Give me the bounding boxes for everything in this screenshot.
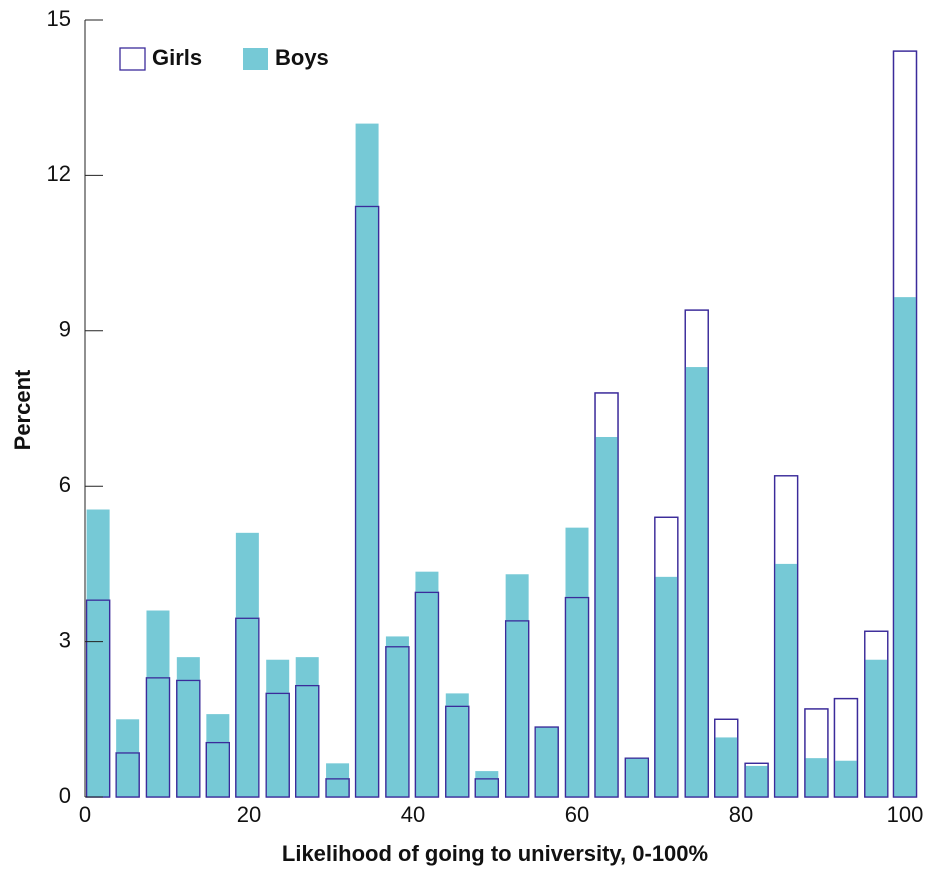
y-tick-label: 6 [59, 472, 71, 497]
boys-bar [326, 763, 350, 797]
boys-bar [445, 693, 469, 797]
boys-bar [266, 659, 290, 797]
girls-bar-outline [325, 778, 350, 798]
boys-bar [176, 657, 200, 797]
girls-bar-outline [833, 697, 859, 798]
girls-bar-outline [864, 630, 889, 798]
girls-bar-outline [534, 726, 559, 798]
girls-bar-outline [235, 617, 260, 798]
boys-bar [235, 532, 259, 797]
x-tick-label: 20 [237, 802, 261, 827]
legend-label: Girls [152, 45, 202, 70]
boys-bar [475, 771, 499, 797]
girls-bar-outline [115, 752, 140, 798]
boys-bar [535, 727, 559, 797]
girls-bar-outline [385, 646, 410, 798]
girls-bar-outline [773, 475, 799, 798]
boys-bar [295, 657, 319, 797]
girls-bar-outline [445, 705, 470, 798]
boys-bar [893, 297, 917, 797]
x-tick-label: 40 [401, 802, 425, 827]
x-tick-label: 0 [79, 802, 91, 827]
girls-bar-outline [684, 309, 709, 798]
girls-bar-outline [295, 684, 320, 798]
boys-bar [86, 509, 110, 797]
y-tick-label: 9 [59, 317, 71, 342]
x-tick-label: 80 [729, 802, 753, 827]
boys-bar [774, 563, 798, 797]
boys-bar [714, 737, 738, 797]
boys-bar [864, 659, 888, 797]
boys-bar [206, 714, 230, 797]
boys-bar [385, 636, 409, 797]
girls-bar-outline [205, 741, 230, 798]
x-tick-label: 100 [887, 802, 924, 827]
girls-bar-outline [474, 778, 499, 798]
girls-bar-outline [892, 50, 918, 798]
y-tick-label: 0 [59, 783, 71, 808]
girls-bar-outline [714, 718, 739, 798]
legend-swatch [243, 48, 268, 70]
y-tick-label: 3 [59, 627, 71, 652]
boys-bar [505, 574, 529, 797]
girls-bar-outline [504, 620, 530, 798]
boys-bar [625, 758, 649, 797]
x-axis-label: Likelihood of going to university, 0-100… [282, 841, 708, 866]
boys-bar [565, 527, 589, 797]
boys-bar [415, 571, 439, 797]
girls-bar-outline [804, 708, 829, 798]
boys-bar [146, 610, 170, 797]
x-tick-label: 60 [565, 802, 589, 827]
boys-bar [745, 765, 769, 797]
girls-bar-outline [414, 591, 440, 798]
boys-bar [595, 436, 619, 797]
girls-bar-outline [744, 762, 769, 798]
legend-swatch [119, 47, 146, 71]
y-tick-label: 12 [47, 161, 71, 186]
girls-bar-outline [145, 677, 171, 798]
boys-bar [116, 719, 140, 797]
boys-bar [654, 576, 678, 797]
y-tick-label: 15 [47, 6, 71, 31]
boys-bar [804, 758, 828, 797]
y-axis-label: Percent [10, 369, 35, 450]
girls-bar-outline [564, 596, 590, 798]
girls-bar-outline [176, 679, 201, 798]
girls-bar-outline [624, 757, 650, 798]
girls-bar-outline [594, 392, 619, 798]
girls-bar-outline [265, 692, 290, 798]
boys-bar [355, 123, 379, 798]
girls-bar-outline [654, 516, 679, 798]
boys-bar [685, 367, 709, 797]
boys-bar [834, 760, 858, 797]
girls-bar-outline [354, 205, 380, 798]
legend-label: Boys [275, 45, 329, 70]
